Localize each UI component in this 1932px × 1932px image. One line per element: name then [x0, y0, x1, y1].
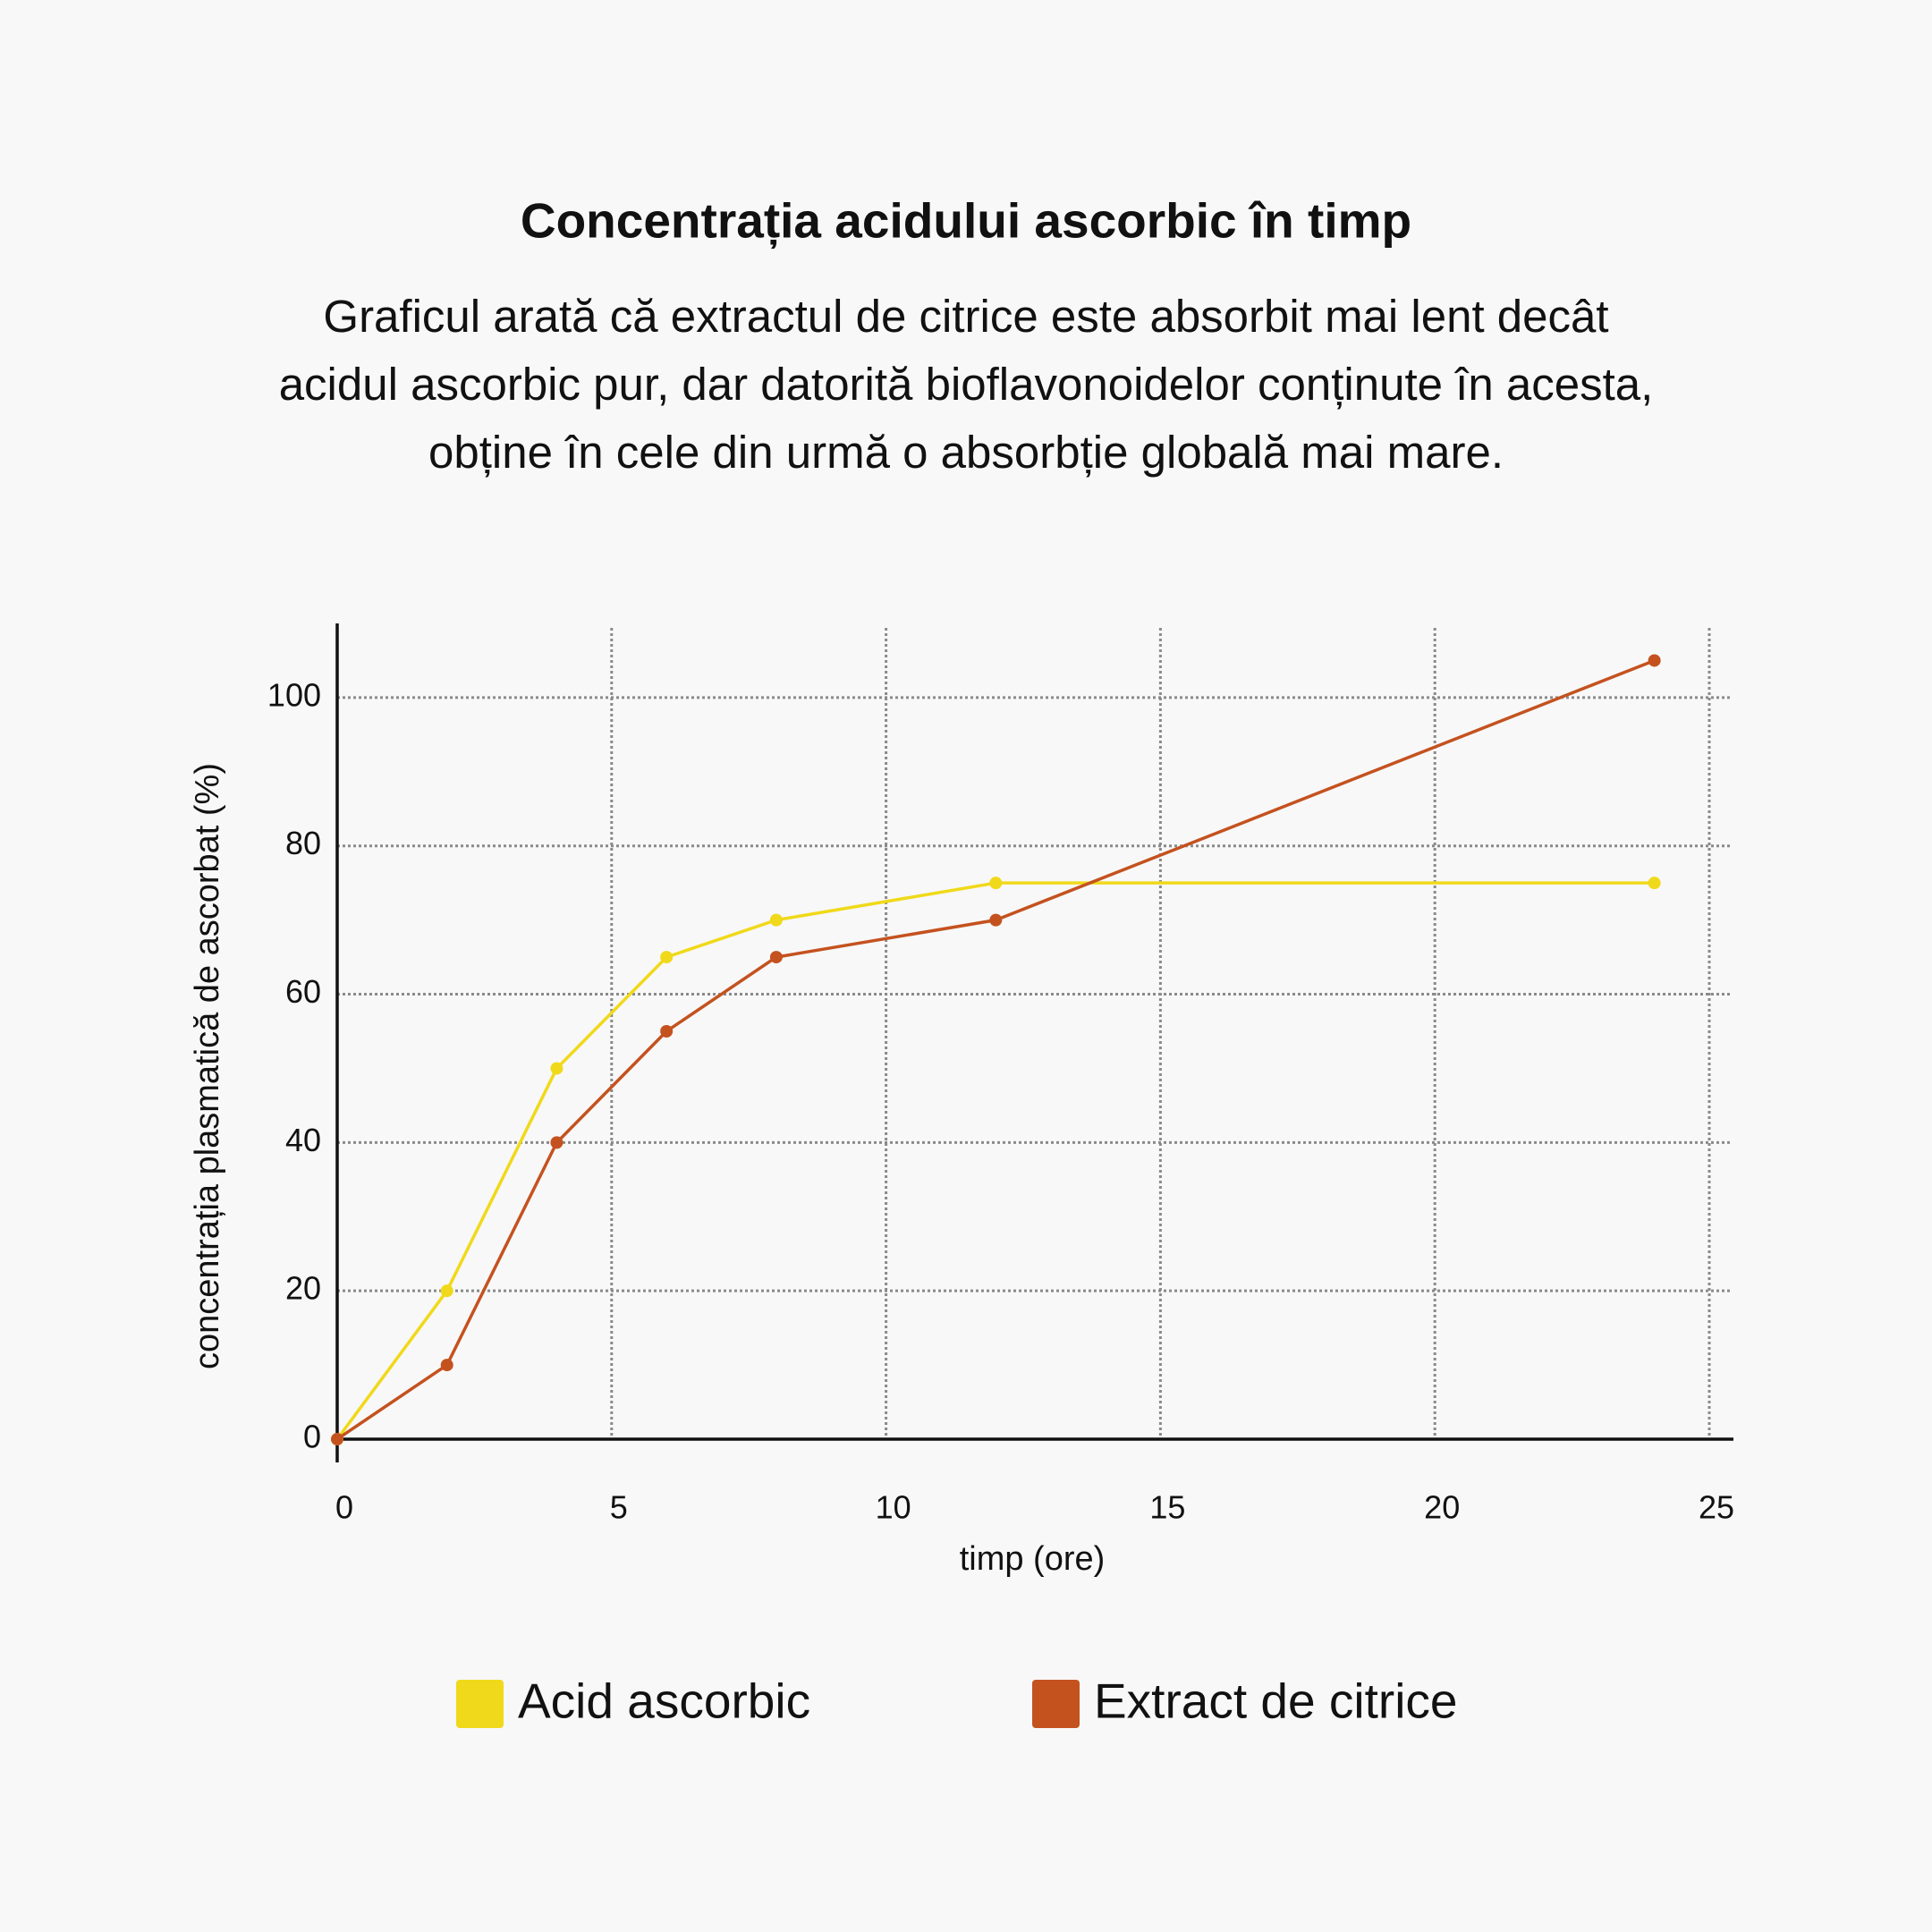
x-tick-label: 5 — [610, 1489, 628, 1526]
y-axis-label: concentrația plasmatică de ascorbat (%) — [189, 763, 226, 1369]
data-point — [989, 877, 1003, 890]
y-tick-label: 40 — [285, 1122, 321, 1158]
data-point — [769, 913, 783, 927]
legend-swatch — [456, 1680, 504, 1728]
chart-subtitle: Graficul arată că extractul de citrice e… — [278, 291, 1654, 478]
chart-title: Concentrația acidului ascorbic în timp — [521, 193, 1411, 250]
series-line — [335, 881, 1655, 1441]
data-point — [331, 1433, 343, 1445]
legend-label: Acid ascorbic — [518, 1674, 810, 1729]
x-axis-label: timp (ore) — [960, 1540, 1106, 1578]
data-point — [440, 1359, 453, 1372]
y-tick-label: 0 — [303, 1419, 321, 1455]
data-point — [1648, 877, 1661, 890]
legend-label: Extract de citrice — [1094, 1674, 1458, 1729]
data-point — [989, 913, 1003, 927]
data-point — [1648, 654, 1661, 667]
data-point — [550, 1136, 564, 1149]
x-tick-label: 10 — [876, 1489, 911, 1526]
x-tick-label: 0 — [335, 1489, 353, 1526]
data-point — [660, 1025, 674, 1038]
data-point — [440, 1284, 453, 1298]
legend-swatch — [1032, 1680, 1080, 1728]
y-tick-label: 60 — [285, 973, 321, 1010]
y-tick-label: 100 — [267, 676, 321, 713]
x-tick-label: 20 — [1424, 1489, 1460, 1526]
data-point — [769, 951, 783, 964]
data-point — [660, 951, 674, 964]
x-tick-label: 25 — [1699, 1489, 1734, 1526]
y-tick-label: 20 — [285, 1270, 321, 1307]
x-tick-label: 15 — [1149, 1489, 1185, 1526]
series-line — [336, 658, 1656, 1441]
data-point — [550, 1062, 564, 1075]
y-tick-label: 80 — [285, 825, 321, 861]
